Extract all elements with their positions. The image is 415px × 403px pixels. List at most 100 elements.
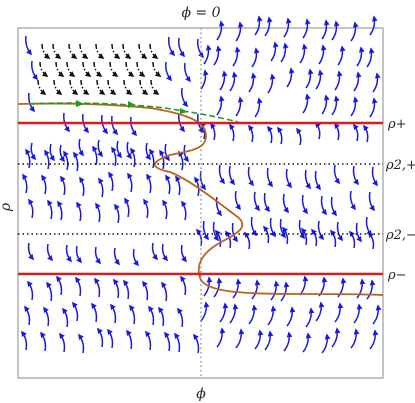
stream-arrowhead <box>218 95 225 102</box>
stream-arrowhead <box>32 73 39 81</box>
stream-arrowhead <box>149 148 155 156</box>
stream-arrowhead <box>95 257 102 265</box>
stream-arrowhead <box>25 148 31 156</box>
stream-arrowhead <box>193 333 199 341</box>
stream-arrowhead <box>151 53 159 59</box>
stream-arrowhead <box>300 227 307 235</box>
stream-arrowhead <box>375 304 382 311</box>
stream-arrowhead <box>282 42 289 49</box>
stream-arrowhead <box>340 277 347 284</box>
stream-arrowhead <box>57 200 63 208</box>
stream-arrowhead <box>30 153 36 161</box>
stream-arrowhead <box>180 275 186 283</box>
stream-arrowhead <box>114 258 121 266</box>
stream-arrowhead <box>185 75 192 83</box>
stream-arrowhead <box>112 128 119 136</box>
stream-arrowhead <box>78 149 84 157</box>
stream-arrowhead <box>215 45 222 52</box>
stream-arrowhead <box>350 203 356 211</box>
stream-arrowhead <box>21 330 27 338</box>
stream-arrowhead <box>95 71 103 77</box>
stream-arrowhead <box>283 281 290 288</box>
stream-arrowhead <box>369 279 376 286</box>
stream-arrowhead <box>39 89 47 95</box>
stream-arrowhead <box>111 146 117 154</box>
green-arrowhead <box>76 100 84 107</box>
stream-arrowhead <box>111 71 119 77</box>
stream-arrowhead <box>97 327 103 335</box>
stream-arrowhead <box>333 20 340 27</box>
stream-arrowhead <box>334 122 340 130</box>
stream-arrowhead <box>46 281 52 289</box>
stream-arrowhead <box>329 229 336 237</box>
stream-arrowhead <box>323 19 330 26</box>
stream-arrowhead <box>203 233 209 241</box>
stream-arrowhead <box>262 225 269 233</box>
stream-arrowhead <box>29 105 36 113</box>
stream-arrowhead <box>270 230 276 238</box>
y-axis-label: ρ <box>0 202 14 212</box>
stream-arrowhead <box>71 89 79 95</box>
stream-arrowhead <box>320 44 327 51</box>
stream-arrowhead <box>124 53 132 59</box>
stream-arrowhead <box>59 155 65 163</box>
stream-arrowhead <box>318 301 325 308</box>
stream-arrowhead <box>56 275 62 283</box>
stream-arrowhead <box>203 301 210 308</box>
stream-arrowhead <box>238 328 245 335</box>
stream-arrowhead <box>60 175 66 183</box>
stream-arrowhead <box>324 333 331 340</box>
stream-arrowhead <box>352 21 359 28</box>
stream-arrowhead <box>221 70 228 77</box>
stream-arrowhead <box>353 328 360 335</box>
stream-arrowhead <box>318 233 324 241</box>
stream-arrowhead <box>317 69 324 76</box>
stream-arrowhead <box>114 203 120 211</box>
stream-arrowhead <box>49 154 55 162</box>
stream-arrowhead <box>142 280 148 288</box>
stream-arrowhead <box>299 232 305 240</box>
stream-arrowhead <box>254 204 260 212</box>
stream-arrowhead <box>337 302 344 309</box>
stream-arrowhead <box>321 276 328 283</box>
stream-arrowhead <box>205 44 212 51</box>
stream-arrowhead <box>266 16 273 23</box>
stream-arrowhead <box>232 303 239 310</box>
stream-arrowhead <box>140 53 148 59</box>
stream-arrowhead <box>92 145 98 153</box>
stream-arrowhead <box>334 327 341 334</box>
stream-arrowhead <box>308 307 315 314</box>
stream-arrowhead <box>64 125 71 133</box>
stream-arrowhead <box>267 330 274 337</box>
stream-arrowhead <box>234 46 241 53</box>
stream-arrowhead <box>82 89 90 95</box>
stream-arrowhead <box>97 150 103 158</box>
stream-arrowhead <box>224 230 231 238</box>
stream-arrowhead <box>356 235 362 243</box>
stream-arrowhead <box>257 329 264 336</box>
stream-arrowhead <box>222 302 229 309</box>
stream-arrowhead <box>40 331 46 339</box>
stream-arrowhead <box>336 70 343 77</box>
stream-arrowhead <box>43 53 51 59</box>
stream-arrowhead <box>243 231 250 239</box>
stream-arrowhead <box>177 307 183 315</box>
stream-arrowhead <box>47 254 54 262</box>
label-rho-2-plus: ρ2,+ <box>385 158 415 173</box>
stream-arrowhead <box>374 72 381 79</box>
stream-arrowhead <box>91 302 97 310</box>
stream-arrowhead <box>70 53 78 59</box>
stream-arrowhead <box>127 71 135 77</box>
stream-arrowhead <box>216 209 222 217</box>
stream-arrowhead <box>148 305 154 313</box>
stream-arrowhead <box>286 331 293 338</box>
stream-arrowhead <box>57 71 65 77</box>
stream-arrowhead <box>62 307 68 315</box>
stream-arrowhead <box>198 126 205 134</box>
stream-arrowhead <box>358 46 365 53</box>
stream-arrowhead <box>323 94 330 101</box>
stream-arrowhead <box>145 153 151 161</box>
stream-arrowhead <box>339 45 346 52</box>
stream-arrowhead <box>124 197 130 205</box>
